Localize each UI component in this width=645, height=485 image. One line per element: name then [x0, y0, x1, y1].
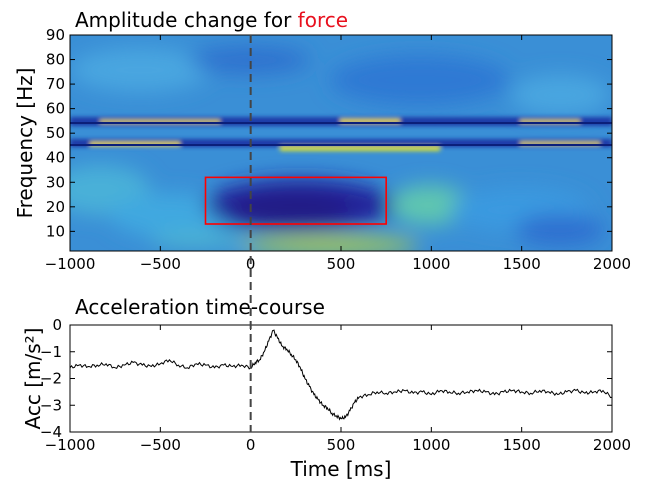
heatmap-y-tick-label: 40	[46, 149, 65, 167]
heatmap-image	[70, 35, 612, 251]
acceleration-title: Acceleration time-course	[75, 295, 325, 319]
heatmap-y-tick-label: 90	[46, 26, 65, 44]
heatmap-y-tick-label: 30	[46, 173, 65, 191]
acceleration-y-axis-label: Acc [m/s²]	[21, 328, 45, 430]
acceleration-y-tick-label: −2	[40, 370, 62, 388]
heatmap-x-tick-label: −500	[140, 255, 181, 273]
heatmap-x-tick-label: 500	[327, 255, 356, 273]
acceleration-x-tick-label: 500	[327, 436, 356, 454]
heatmap-y-tick-label: 80	[46, 51, 65, 69]
heatmap-x-tick-label: 1000	[412, 255, 450, 273]
acceleration-panel: Acceleration time-course 0 −1 −2 −3 −4 −1000…	[21, 295, 631, 481]
acceleration-x-tick-label: 2000	[593, 436, 631, 454]
acceleration-y-ticks: 0 −1 −2 −3 −4	[40, 316, 612, 441]
heatmap-y-ticks: 10 20 30 40 50 60 70 80 90	[46, 26, 612, 240]
acceleration-y-tick-label: −3	[40, 396, 62, 414]
acceleration-y-tick-label: −4	[40, 423, 62, 441]
heatmap-x-tick-label: 1500	[503, 255, 541, 273]
heatmap-y-tick-label: 50	[46, 124, 65, 142]
acceleration-x-tick-label: 0	[246, 436, 256, 454]
acceleration-x-tick-label: −500	[140, 436, 181, 454]
acceleration-x-tick-label: 1000	[412, 436, 450, 454]
heatmap-x-tick-label: −1000	[45, 255, 96, 273]
heatmap-panel: Amplitude change for force	[13, 8, 631, 273]
heatmap-y-tick-label: 60	[46, 100, 65, 118]
roi-box	[204, 176, 387, 225]
acceleration-line	[70, 329, 612, 421]
heatmap-texture	[70, 46, 610, 251]
acceleration-x-axis-label: Time [ms]	[290, 457, 392, 481]
heatmap-y-tick-label: 10	[46, 222, 65, 240]
heatmap-title: Amplitude change for force	[75, 8, 348, 32]
acceleration-x-tick-label: −1000	[45, 436, 96, 454]
heatmap-y-tick-label: 20	[46, 198, 65, 216]
acceleration-x-tick-label: 1500	[503, 436, 541, 454]
acceleration-y-tick-label: 0	[52, 316, 62, 334]
heatmap-x-tick-label: 2000	[593, 255, 631, 273]
acceleration-y-tick-label: −1	[40, 343, 62, 361]
heatmap-y-tick-label: 70	[46, 75, 65, 93]
heatmap-y-axis-label: Frequency [Hz]	[13, 68, 37, 219]
acceleration-frame	[69, 324, 613, 433]
acceleration-x-ticks: −1000 −500 0 500 1000 1500 2000	[45, 325, 631, 454]
